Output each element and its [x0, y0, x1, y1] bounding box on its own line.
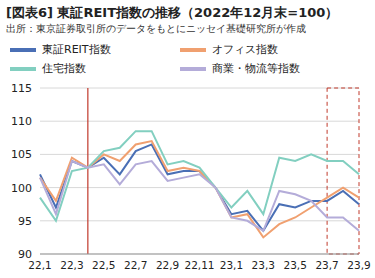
html-text:オフィス指数: オフィス指数 [212, 43, 278, 56]
svg-text:22,11: 22,11 [184, 259, 214, 271]
svg-text:23,9: 23,9 [347, 259, 367, 271]
svg-text:23,3: 23,3 [252, 259, 275, 271]
svg-text:23,7: 23,7 [315, 259, 338, 271]
svg-text:110: 110 [11, 115, 32, 128]
svg-text:22,7: 22,7 [124, 259, 147, 271]
svg-text:23,5: 23,5 [284, 259, 307, 271]
svg-text:22,1: 22,1 [28, 259, 51, 271]
svg-text:22,5: 22,5 [92, 259, 115, 271]
svg-text:22,3: 22,3 [60, 259, 83, 271]
svg-text:95: 95 [18, 215, 32, 228]
svg-text:115: 115 [11, 82, 32, 95]
svg-text:22,9: 22,9 [156, 259, 179, 271]
svg-text:105: 105 [11, 148, 32, 161]
svg-text:100: 100 [11, 182, 32, 195]
html-text:[図表6] 東証REIT指数の推移（2022年12月末=10: [図表6] 東証REIT指数の推移（2022年12月末=100） [6, 5, 339, 20]
svg-text:90: 90 [18, 248, 32, 261]
html-text:出所：東京証券取引所のデータをもとにニッセイ基礎研究所が作成: 出所：東京証券取引所のデータをもとにニッセイ基礎研究所が作成 [6, 23, 306, 34]
html-text:東証REIT指数: 東証REIT指数 [42, 43, 111, 56]
html-text:商業・物流等指数: 商業・物流等指数 [212, 62, 300, 75]
html-text:住宅指数: 住宅指数 [42, 62, 86, 75]
svg-text:23,1: 23,1 [220, 259, 243, 271]
